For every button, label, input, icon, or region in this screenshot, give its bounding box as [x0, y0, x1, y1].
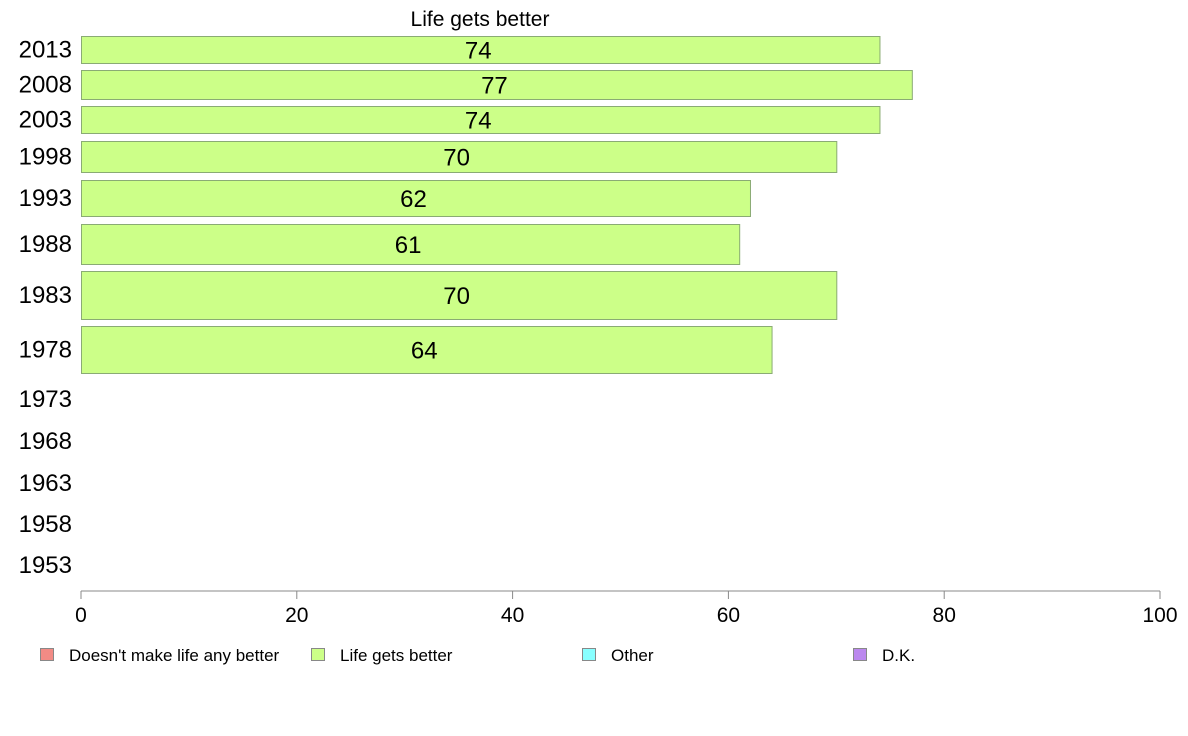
bar-value-label: 77 [481, 73, 508, 100]
category-label: 1953 [19, 552, 72, 579]
bars-layer: 74 77 74 70 62 61 70 64 [81, 36, 913, 374]
category-axis: 2013 2008 2003 1998 1993 1988 1983 1978 1973 1968… [19, 37, 72, 580]
category-label: 1998 [19, 144, 72, 171]
legend-label: Doesn't make life any better [69, 646, 280, 665]
bar [81, 326, 773, 374]
bar [81, 106, 881, 134]
legend-label: D.K. [882, 646, 915, 665]
x-tick-label: 40 [501, 604, 524, 627]
category-label: 2008 [19, 72, 72, 99]
chart-title: Life gets better [411, 8, 550, 31]
legend: Doesn't make life any better Life gets be… [40, 646, 915, 665]
category-label: 2003 [19, 107, 72, 134]
bar [81, 271, 838, 320]
x-tick-label: 60 [717, 604, 740, 627]
category-label: 1993 [19, 185, 72, 212]
category-label: 1958 [19, 511, 72, 538]
legend-label: Other [611, 646, 654, 665]
legend-swatch [40, 648, 54, 661]
bar-value-label: 64 [411, 338, 438, 365]
x-tick-label: 80 [933, 604, 956, 627]
category-label: 2013 [19, 37, 72, 64]
x-tick-label: 20 [285, 604, 308, 627]
bar-value-label: 70 [443, 283, 470, 310]
bar-value-label: 61 [395, 232, 422, 259]
bar-value-label: 74 [465, 108, 492, 135]
legend-swatch [582, 648, 596, 661]
legend-swatch [311, 648, 325, 661]
bar [81, 70, 913, 100]
legend-label: Life gets better [340, 646, 453, 665]
category-label: 1983 [19, 282, 72, 309]
x-tick-label: 0 [75, 604, 87, 627]
bar [81, 36, 881, 64]
category-label: 1963 [19, 470, 72, 497]
bar-value-label: 62 [400, 186, 427, 213]
category-label: 1978 [19, 337, 72, 364]
bar [81, 180, 751, 217]
category-label: 1988 [19, 231, 72, 258]
x-tick-label: 100 [1142, 604, 1177, 627]
bar [81, 141, 838, 173]
bar [81, 224, 741, 265]
bar-value-label: 70 [443, 145, 470, 172]
bar-value-label: 74 [465, 38, 492, 65]
x-axis: 0 20 40 60 80 100 [75, 590, 1178, 627]
category-label: 1968 [19, 428, 72, 455]
legend-swatch [853, 648, 867, 661]
category-label: 1973 [19, 386, 72, 413]
